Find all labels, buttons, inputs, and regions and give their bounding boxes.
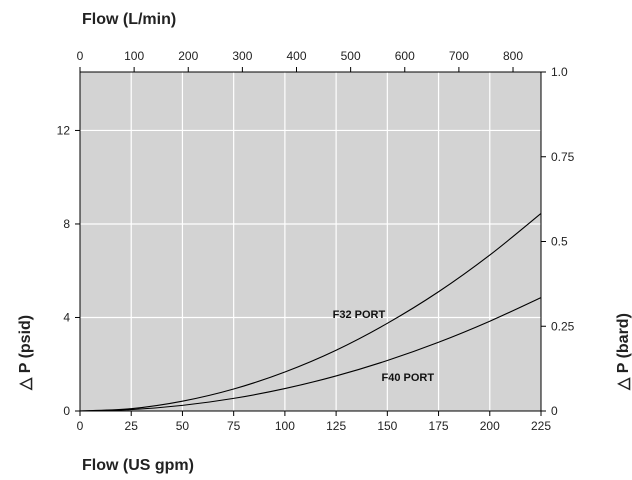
x-bottom-tick-label: 25: [125, 419, 139, 433]
x-bottom-tick-label: 150: [377, 419, 397, 433]
series-label-1: F32 PORT: [333, 309, 386, 321]
x-bottom-tick-label: 75: [227, 419, 241, 433]
y-right-axis-title: △ P (bard): [615, 313, 632, 391]
series-line-2: [79, 297, 542, 412]
y-left-tick-label: 12: [57, 123, 71, 137]
x-top-tick-label: 600: [395, 49, 415, 63]
y-right-tick-label: 1.0: [551, 65, 568, 79]
plot-area: [80, 72, 541, 411]
x-top-tick-label: 500: [341, 49, 361, 63]
x-top-tick-label: 0: [77, 49, 84, 63]
series-lines: [79, 213, 542, 412]
x-top-tick-label: 800: [503, 49, 523, 63]
x-top-tick-label: 700: [449, 49, 469, 63]
x-bottom-tick-label: 125: [326, 419, 346, 433]
x-bottom-tick-label: 200: [480, 419, 500, 433]
y-right-tick-label: 0.25: [551, 319, 575, 333]
x-bottom-tick-label: 100: [275, 419, 295, 433]
y-right-tick-label: 0.5: [551, 235, 568, 249]
x-top-tick-label: 200: [178, 49, 198, 63]
x-bottom-tick-label: 225: [531, 419, 551, 433]
x-top-tick-label: 400: [286, 49, 306, 63]
axes: [79, 71, 542, 412]
x-bottom-tick-label: 50: [176, 419, 190, 433]
x-top-tick-label: 100: [124, 49, 144, 63]
x-top-tick-label: 300: [232, 49, 252, 63]
y-left-axis-title: △ P (psid): [17, 315, 34, 391]
series-label-2: F40 PORT: [382, 372, 435, 384]
y-right-tick-label: 0.75: [551, 150, 575, 164]
series-labels: F32 PORT F40 PORT: [333, 309, 435, 384]
y-left-tick-label: 0: [63, 404, 70, 418]
y-right-tick-label: 0: [551, 404, 558, 418]
series-line-1: [79, 213, 542, 412]
x-top-axis-title: Flow (L/min): [82, 11, 176, 28]
y-left-tick-label: 4: [63, 310, 70, 324]
y-left-tick-label: 8: [63, 217, 70, 231]
x-bottom-tick-label: 175: [429, 419, 449, 433]
x-bottom-tick-label: 0: [77, 419, 84, 433]
x-bottom-axis-title: Flow (US gpm): [82, 457, 194, 474]
grid: [80, 72, 541, 411]
